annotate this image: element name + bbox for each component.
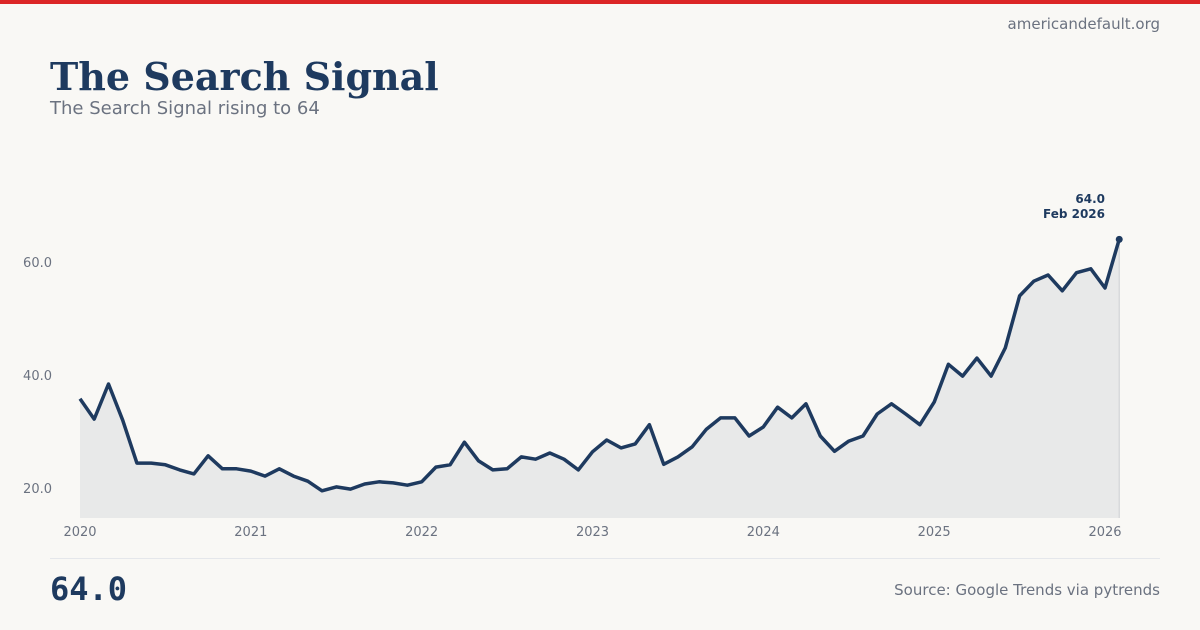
source-note: Source: Google Trends via pytrends [894, 581, 1160, 599]
x-tick-label: 2022 [405, 525, 438, 540]
subtitle: The Search Signal rising to 64 [50, 98, 320, 119]
x-tick-label: 2021 [234, 525, 267, 540]
x-tick-label: 2020 [63, 525, 96, 540]
y-tick-label: 60.0 [23, 256, 52, 271]
end-point-marker [1115, 235, 1123, 243]
site-name[interactable]: americandefault.org [1007, 15, 1160, 33]
annotation-label: Feb 2026 [1043, 207, 1105, 221]
page-title: The Search Signal [50, 54, 439, 99]
x-tick-label: 2025 [918, 525, 951, 540]
accent-bar [0, 0, 1200, 4]
x-tick-label: 2023 [576, 525, 609, 540]
x-tick-label: 2026 [1088, 525, 1121, 540]
area-fill [80, 239, 1120, 518]
divider [50, 558, 1160, 559]
y-tick-label: 40.0 [23, 369, 52, 384]
current-value: 64.0 [50, 570, 128, 608]
annotation-value: 64.0 [1075, 192, 1105, 206]
chart: 20.0 40.0 60.0 2020 2021 2022 2023 2024 2025 202… [23, 192, 1123, 540]
y-tick-label: 20.0 [23, 482, 52, 497]
x-tick-label: 2024 [747, 525, 780, 540]
series-line [78, 238, 1121, 493]
